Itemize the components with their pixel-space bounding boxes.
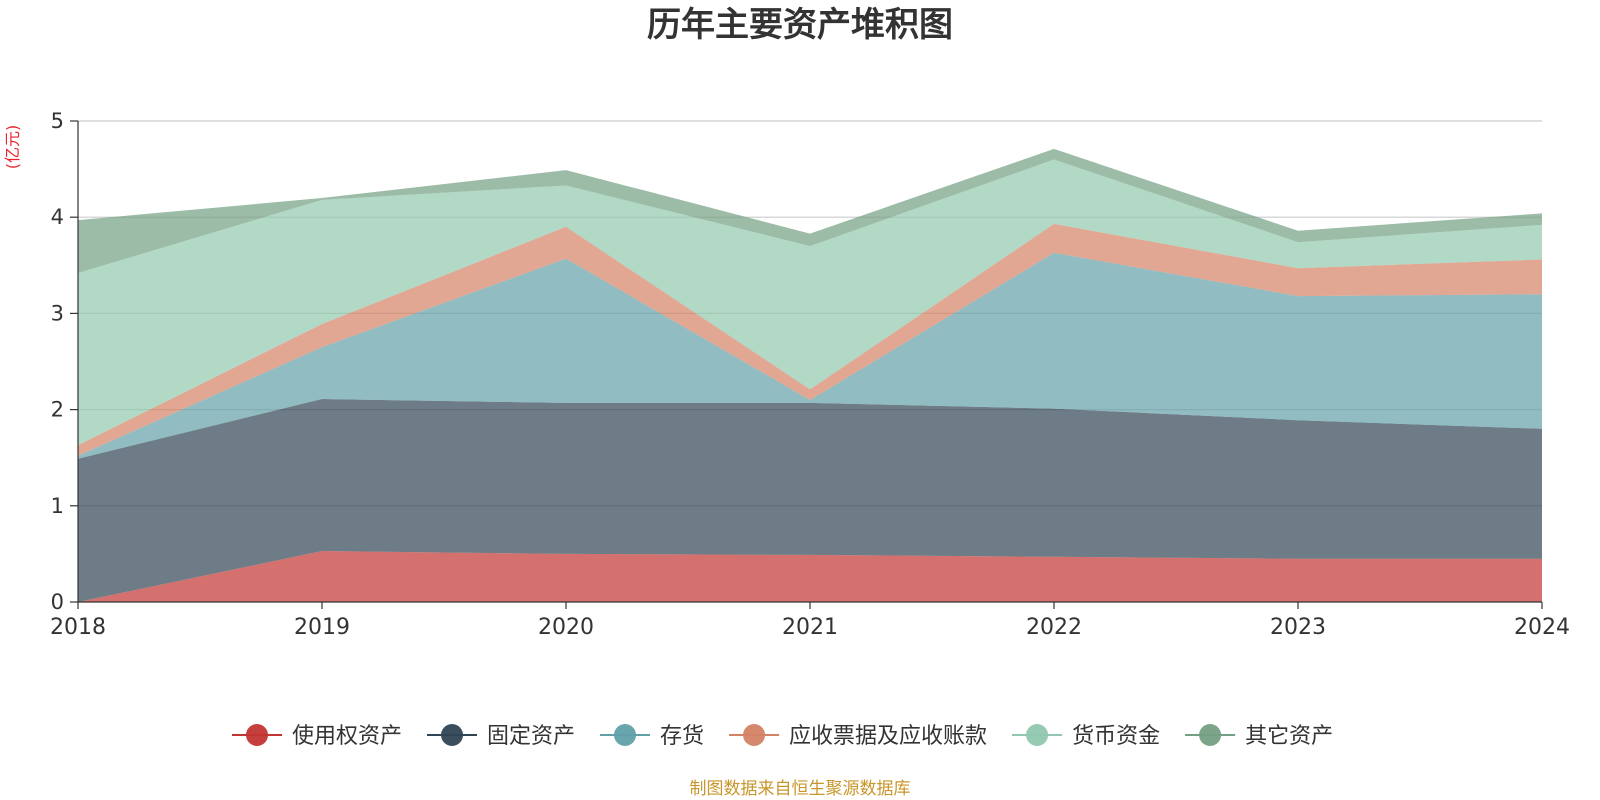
x-tick-label: 2021: [782, 615, 838, 640]
x-tick-label: 2024: [1514, 615, 1570, 640]
legend-label: 使用权资产: [292, 724, 402, 749]
legend[interactable]: 使用权资产 固定资产 存货 应收票据及应收账款 货币资金 其它资产: [232, 724, 1333, 749]
source-note: 制图数据来自恒生聚源数据库: [690, 779, 911, 799]
legend-marker: [743, 724, 766, 746]
legend-item-货币资金[interactable]: 货币资金: [1012, 724, 1160, 749]
area-应收票据及应收账款: [78, 223, 1542, 456]
y-tick-label: 5: [51, 109, 64, 133]
legend-label: 固定资产: [487, 724, 575, 749]
area-使用权资产: [78, 551, 1542, 602]
legend-item-使用权资产[interactable]: 使用权资产: [232, 724, 402, 749]
x-tick-label: 2019: [294, 615, 350, 640]
x-tick-label: 2020: [538, 615, 594, 640]
legend-label: 存货: [660, 724, 704, 749]
legend-label: 其它资产: [1245, 724, 1333, 749]
axes: 0 1 2 3 4 5 2018 2019 2020 2021 2022 2023 2024: [50, 109, 1570, 640]
x-tick-label: 2022: [1026, 615, 1082, 640]
area-固定资产: [78, 399, 1542, 602]
legend-marker: [614, 724, 637, 746]
legend-marker: [1199, 724, 1222, 746]
legend-item-固定资产[interactable]: 固定资产: [427, 724, 575, 749]
legend-item-其它资产[interactable]: 其它资产: [1185, 724, 1333, 749]
x-tick-label: 2023: [1270, 615, 1326, 640]
area-货币资金: [78, 159, 1542, 446]
legend-label: 货币资金: [1072, 724, 1160, 749]
y-tick-label: 2: [51, 398, 64, 422]
y-tick-label: 4: [51, 205, 64, 229]
legend-marker: [1026, 724, 1049, 746]
y-tick-label: 0: [51, 590, 64, 614]
x-tick-label: 2018: [50, 615, 106, 640]
area-存货: [78, 252, 1542, 459]
y-tick-label: 1: [51, 494, 64, 518]
y-tick-label: 3: [51, 301, 64, 325]
legend-item-应收票据及应收账款[interactable]: 应收票据及应收账款: [729, 724, 987, 749]
chart-title: 历年主要资产堆积图: [647, 5, 953, 45]
legend-item-存货[interactable]: 存货: [600, 724, 704, 749]
legend-marker: [246, 724, 268, 746]
y-unit-label: (亿元): [3, 125, 22, 170]
legend-label: 应收票据及应收账款: [789, 724, 987, 749]
area-series-group: [78, 148, 1542, 602]
legend-marker: [441, 724, 464, 746]
